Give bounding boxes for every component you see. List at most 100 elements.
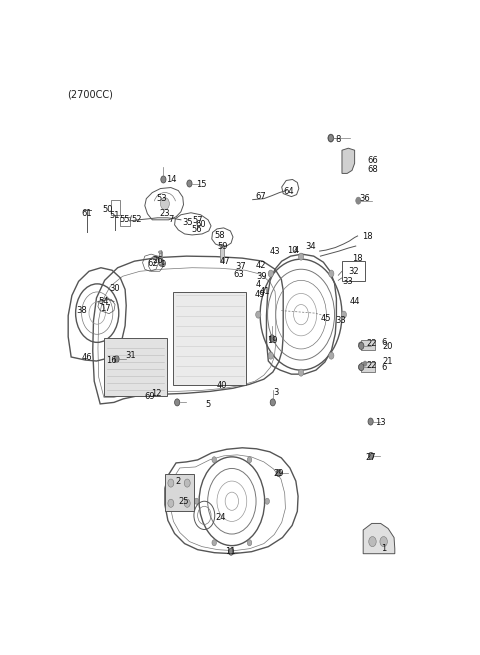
Text: 41: 41 [260, 287, 271, 296]
Circle shape [363, 361, 367, 366]
Circle shape [359, 364, 364, 371]
Circle shape [268, 352, 274, 359]
Text: 51: 51 [110, 212, 120, 220]
Text: 6: 6 [381, 339, 386, 347]
Text: 64: 64 [283, 187, 294, 196]
Circle shape [329, 270, 334, 277]
Text: 10: 10 [287, 246, 298, 255]
Text: 17: 17 [100, 304, 111, 313]
Circle shape [114, 356, 119, 363]
Text: 22: 22 [367, 360, 377, 369]
Circle shape [265, 498, 269, 504]
Text: 13: 13 [375, 418, 386, 427]
Text: 26: 26 [152, 255, 163, 265]
Circle shape [356, 197, 361, 204]
FancyBboxPatch shape [220, 246, 225, 261]
Text: 37: 37 [235, 262, 246, 271]
Text: 43: 43 [270, 246, 280, 255]
Text: 50: 50 [102, 205, 113, 214]
Circle shape [299, 369, 304, 376]
Circle shape [168, 479, 174, 487]
Circle shape [212, 540, 216, 546]
Text: 46: 46 [82, 352, 93, 362]
Circle shape [276, 470, 281, 477]
Circle shape [168, 499, 174, 507]
Text: 55: 55 [119, 215, 130, 224]
Circle shape [184, 499, 190, 507]
Circle shape [160, 198, 169, 210]
Ellipse shape [220, 244, 225, 248]
FancyBboxPatch shape [360, 362, 375, 372]
Text: 57: 57 [192, 216, 203, 225]
Text: 63: 63 [233, 270, 244, 279]
Circle shape [175, 399, 180, 406]
Circle shape [270, 399, 276, 406]
Text: 45: 45 [321, 314, 331, 323]
Text: 35: 35 [182, 218, 192, 227]
Text: 60: 60 [195, 220, 206, 229]
Text: 68: 68 [367, 165, 378, 174]
Circle shape [256, 311, 261, 318]
Text: 44: 44 [350, 297, 360, 306]
Circle shape [228, 548, 234, 555]
FancyBboxPatch shape [104, 339, 167, 396]
Text: 52: 52 [132, 215, 142, 224]
Circle shape [247, 457, 252, 463]
Circle shape [194, 498, 199, 504]
Text: 66: 66 [367, 156, 378, 165]
FancyBboxPatch shape [165, 474, 194, 512]
Text: 8: 8 [336, 135, 341, 143]
Circle shape [187, 180, 192, 187]
Text: 6: 6 [381, 363, 386, 371]
Text: 58: 58 [215, 231, 225, 240]
Circle shape [328, 134, 334, 141]
Ellipse shape [158, 251, 162, 253]
Text: 53: 53 [156, 194, 167, 203]
Circle shape [369, 536, 376, 547]
Text: (2700CC): (2700CC) [67, 90, 113, 100]
Text: 40: 40 [217, 381, 228, 390]
Text: 33: 33 [342, 277, 353, 286]
Circle shape [161, 176, 166, 183]
Text: 7: 7 [168, 215, 174, 224]
Text: 47: 47 [220, 257, 230, 266]
Circle shape [328, 134, 334, 142]
Circle shape [368, 453, 373, 459]
Text: 34: 34 [305, 242, 316, 251]
Text: 20: 20 [382, 343, 393, 352]
Circle shape [368, 418, 373, 425]
Text: 67: 67 [255, 192, 266, 201]
Text: 38: 38 [76, 306, 87, 315]
Text: 9: 9 [160, 259, 165, 269]
Text: 33: 33 [336, 316, 346, 325]
Text: 29: 29 [274, 468, 284, 477]
Text: 5: 5 [205, 400, 210, 409]
Circle shape [341, 311, 347, 318]
Circle shape [359, 364, 363, 370]
Text: 49: 49 [255, 290, 265, 299]
Circle shape [247, 540, 252, 546]
Text: 39: 39 [257, 272, 267, 281]
Text: 16: 16 [106, 356, 117, 365]
Polygon shape [363, 523, 395, 553]
Circle shape [299, 253, 304, 260]
Text: 62: 62 [147, 259, 157, 268]
FancyBboxPatch shape [173, 292, 246, 385]
Text: 42: 42 [256, 261, 266, 270]
Polygon shape [342, 148, 355, 174]
Text: 2: 2 [176, 477, 181, 485]
Circle shape [380, 536, 387, 547]
Text: 36: 36 [360, 194, 371, 203]
Text: 4: 4 [256, 280, 261, 289]
Text: 1: 1 [381, 544, 386, 553]
Text: 3: 3 [273, 388, 278, 397]
Text: 21: 21 [382, 356, 393, 365]
Circle shape [329, 352, 334, 359]
Text: 4: 4 [294, 246, 299, 255]
Text: 14: 14 [166, 175, 176, 184]
Text: 30: 30 [110, 284, 120, 293]
Circle shape [359, 342, 363, 348]
Text: 11: 11 [225, 547, 235, 556]
Circle shape [269, 335, 275, 342]
FancyBboxPatch shape [360, 340, 375, 350]
